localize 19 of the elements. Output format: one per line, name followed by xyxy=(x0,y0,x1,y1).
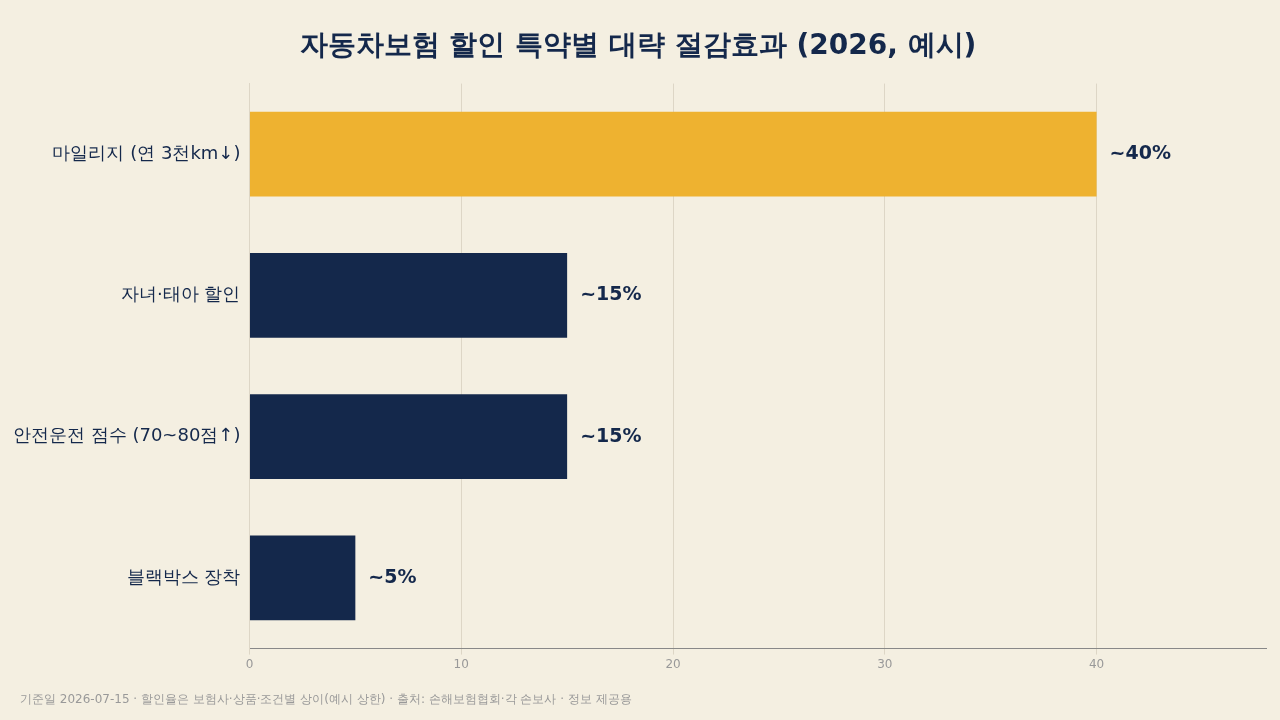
x-tick-label: 20 xyxy=(665,656,681,671)
y-tick-label: 안전운전 점수 (70~80점↑) xyxy=(12,424,241,446)
chart-title: 자동차보험 할인 특약별 대략 절감효과 (2026, 예시) xyxy=(299,28,977,62)
data-label: ~15% xyxy=(580,282,642,305)
x-tick-label: 10 xyxy=(453,656,469,671)
bar xyxy=(249,253,568,338)
x-tick-label: 30 xyxy=(877,656,893,671)
data-label: ~40% xyxy=(1109,141,1171,164)
x-tick-label: 40 xyxy=(1088,656,1105,671)
x-tick-label: 0 xyxy=(245,656,254,671)
y-tick-label: 블랙박스 장착 xyxy=(126,565,241,587)
bar xyxy=(249,394,568,480)
bar xyxy=(249,111,1097,197)
data-label: ~15% xyxy=(580,423,642,446)
bar xyxy=(249,535,356,621)
text: 기준일 2026-07-15 · 할인율은 보험사·상품·조건별 상이(예시 상한) · 출처: 손해보험협회·각 손보사 · 정보 제공용 xyxy=(20,692,632,707)
data-label: ~5% xyxy=(368,564,417,587)
y-tick-label: 마일리지 (연 3천km↓) xyxy=(52,141,241,163)
y-tick-label: 자녀·태아 할인 xyxy=(121,283,241,305)
